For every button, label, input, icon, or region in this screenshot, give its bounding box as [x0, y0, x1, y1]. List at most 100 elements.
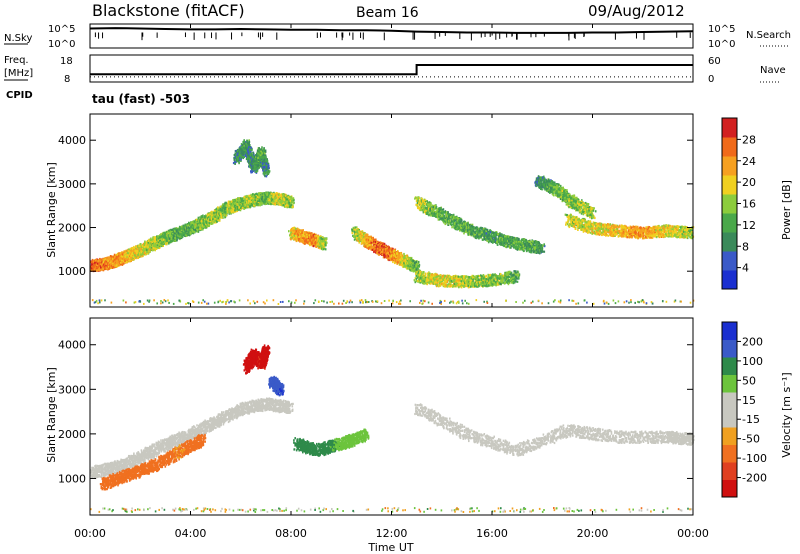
data-cell: [145, 245, 147, 248]
data-cell: [178, 233, 180, 236]
data-cell: [150, 238, 153, 241]
nave-tick-low: 0: [708, 74, 714, 85]
data-cell: [256, 202, 258, 205]
data-cell: [242, 204, 244, 207]
data-cell: [238, 199, 240, 202]
data-cell: [267, 202, 269, 205]
data-cell: [194, 223, 196, 226]
data-cell: [154, 236, 156, 239]
data-cell: [265, 197, 267, 200]
data-cell: [229, 204, 231, 207]
data-cell: [127, 254, 130, 257]
data-cell: [171, 228, 173, 231]
data-cell: [95, 266, 97, 270]
data-cell: [141, 253, 144, 256]
data-cell: [144, 240, 146, 243]
data-cell: [241, 201, 244, 204]
data-cell: [177, 228, 179, 231]
data-cell: [181, 225, 183, 228]
data-cell: [99, 261, 101, 264]
data-cell: [181, 227, 183, 230]
data-cell: [191, 221, 194, 224]
data-cell: [145, 247, 147, 250]
data-cell: [140, 250, 142, 253]
data-cell: [159, 238, 162, 241]
data-cell: [161, 237, 164, 240]
data-cell: [280, 197, 283, 200]
data-cell: [118, 256, 120, 259]
data-cell: [277, 196, 280, 199]
data-cell: [129, 256, 131, 259]
data-cell: [201, 216, 204, 219]
noise-panel: N.Sky 10^5 10^0 10^5 10^0 N.Search: [4, 23, 791, 50]
data-cell: [181, 234, 183, 237]
data-cell: [270, 192, 273, 195]
data-cell: [217, 208, 220, 212]
data-cell: [131, 249, 133, 253]
data-cell: [203, 223, 206, 226]
data-cell: [97, 268, 100, 271]
data-cell: [246, 194, 248, 198]
data-cell: [172, 233, 174, 237]
data-cell: [279, 200, 281, 203]
data-cell: [264, 197, 266, 200]
data-cell: [115, 261, 118, 264]
data-cell: [254, 193, 256, 197]
data-cell: [232, 209, 234, 212]
data-cell: [244, 205, 246, 208]
freq-tick-high: 18: [60, 56, 73, 67]
data-cell: [112, 260, 115, 263]
data-cell: [137, 256, 140, 259]
data-cell: [271, 198, 274, 201]
data-cell: [222, 215, 224, 218]
data-cell: [94, 269, 97, 272]
data-cell: [102, 263, 105, 266]
data-cell: [248, 205, 250, 208]
data-cell: [292, 205, 294, 209]
data-cell: [264, 202, 267, 205]
data-cell: [213, 209, 216, 212]
data-cell: [165, 239, 168, 242]
data-cell: [281, 203, 283, 206]
data-cell: [289, 205, 291, 208]
nsky-spikes: [94, 32, 691, 41]
data-cell: [221, 210, 223, 213]
data-cell: [283, 198, 286, 201]
data-cell: [202, 214, 204, 217]
data-cell: [150, 248, 153, 252]
data-cell: [123, 252, 126, 255]
data-cell: [165, 242, 167, 245]
data-cell: [159, 244, 162, 247]
data-cell: [279, 203, 281, 206]
data-cell: [164, 233, 167, 236]
data-cell: [276, 197, 279, 200]
data-cell: [195, 218, 198, 221]
data-cell: [177, 233, 179, 236]
data-cell: [250, 202, 252, 205]
data-cell: [142, 243, 144, 246]
data-cell: [203, 220, 206, 223]
data-cell: [286, 203, 288, 206]
data-cell: [242, 206, 245, 209]
data-cell: [252, 198, 254, 202]
data-cell: [121, 262, 123, 265]
data-cell: [274, 203, 277, 206]
data-cell: [287, 196, 289, 199]
data-cell: [102, 260, 105, 264]
data-cell: [137, 245, 139, 248]
data-cell: [215, 219, 218, 222]
data-cell: [233, 154, 236, 157]
data-cell: [202, 219, 205, 222]
data-cell: [175, 228, 177, 231]
data-cell: [236, 198, 239, 202]
data-cell: [273, 202, 275, 205]
data-cell: [248, 194, 250, 197]
data-cell: [219, 205, 222, 208]
data-cell: [227, 210, 230, 213]
data-cell: [199, 225, 201, 228]
data-cell: [269, 200, 272, 203]
data-cell: [168, 230, 170, 233]
data-cell: [207, 224, 210, 227]
data-cell: [263, 196, 265, 199]
data-cell: [183, 232, 185, 235]
